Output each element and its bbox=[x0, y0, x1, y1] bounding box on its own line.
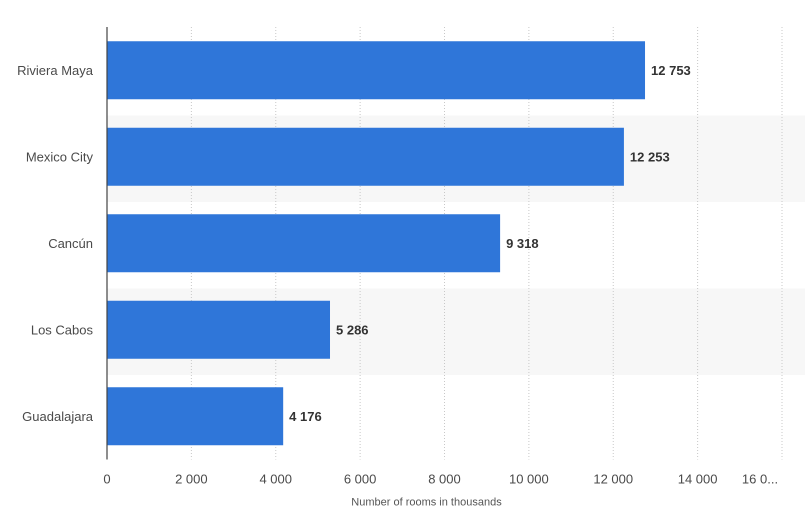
category-label: Cancún bbox=[48, 236, 93, 251]
x-tick-label: 14 000 bbox=[678, 472, 718, 487]
category-label: Mexico City bbox=[26, 149, 94, 164]
bars bbox=[107, 41, 646, 446]
value-labels: 12 753 12 253 9 318 5 286 4 176 bbox=[289, 63, 691, 424]
x-tick-label: 4 000 bbox=[259, 472, 292, 487]
x-tick-label: 0 bbox=[103, 472, 110, 487]
x-tick-label: 16 0... bbox=[742, 472, 778, 487]
bar[interactable] bbox=[107, 41, 646, 100]
category-label: Guadalajara bbox=[22, 409, 94, 424]
x-tick-labels: 0 2 000 4 000 6 000 8 000 10 000 12 000 14 000 1… bbox=[103, 472, 778, 487]
category-labels: Riviera Maya Mexico City Cancún Los Cabos Gu… bbox=[17, 63, 94, 424]
bar[interactable] bbox=[107, 387, 284, 446]
x-tick-label: 12 000 bbox=[593, 472, 633, 487]
x-tick-label: 6 000 bbox=[344, 472, 377, 487]
data-label: 12 253 bbox=[630, 149, 670, 164]
data-label: 9 318 bbox=[506, 236, 539, 251]
bar[interactable] bbox=[107, 127, 624, 186]
data-label: 12 753 bbox=[651, 63, 691, 78]
category-label: Los Cabos bbox=[31, 322, 94, 337]
category-label: Riviera Maya bbox=[17, 63, 94, 78]
bar[interactable] bbox=[107, 214, 501, 273]
data-label: 4 176 bbox=[289, 409, 322, 424]
x-axis-title: Number of rooms in thousands bbox=[351, 497, 502, 509]
bar[interactable] bbox=[107, 300, 331, 359]
x-tick-label: 8 000 bbox=[428, 472, 461, 487]
x-tick-label: 2 000 bbox=[175, 472, 208, 487]
data-label: 5 286 bbox=[336, 322, 369, 337]
x-tick-label: 10 000 bbox=[509, 472, 549, 487]
